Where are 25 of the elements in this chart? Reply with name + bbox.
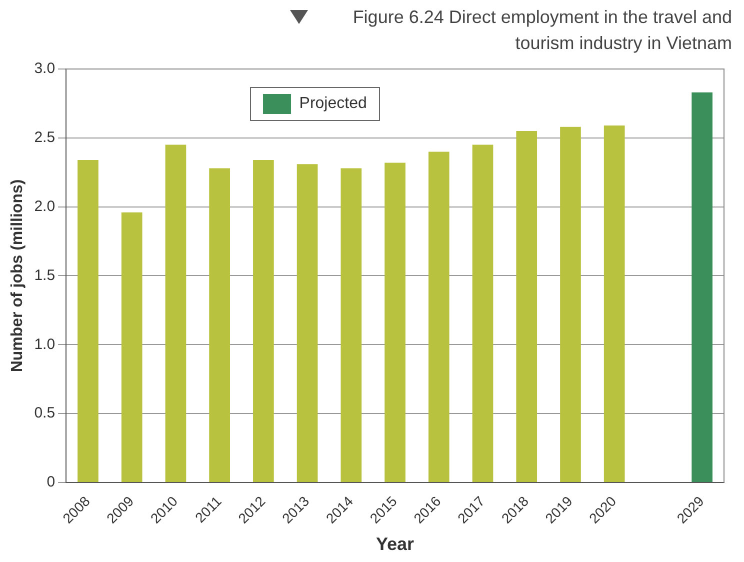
x-axis-title: Year	[376, 534, 414, 554]
bar	[253, 160, 274, 482]
bar	[209, 168, 230, 482]
bar	[604, 126, 625, 482]
y-tick-label: 2.5	[34, 129, 56, 146]
bar	[296, 164, 318, 482]
y-tick-label: 1.0	[34, 336, 56, 353]
y-tick-label: 1.5	[34, 266, 56, 284]
y-axis-title: Number of jobs (millions)	[9, 179, 26, 372]
bar	[121, 212, 142, 482]
bar	[692, 92, 712, 482]
y-tick-label: 2.0	[34, 198, 56, 215]
bar	[340, 168, 362, 482]
bar	[560, 126, 581, 482]
bar	[78, 160, 98, 482]
y-tick-label: 0	[46, 474, 56, 491]
bar	[516, 131, 538, 482]
legend-label: Projected	[299, 95, 367, 113]
bar	[428, 152, 450, 482]
bar	[472, 144, 494, 482]
chart-title: Figure 6.24 Direct employment in the travel and tourism industry in Vietnam	[352, 6, 732, 55]
bar	[165, 144, 186, 482]
bar	[384, 162, 406, 482]
y-tick-label: 0.5	[34, 404, 56, 422]
y-tick-label: 3.0	[34, 60, 56, 78]
